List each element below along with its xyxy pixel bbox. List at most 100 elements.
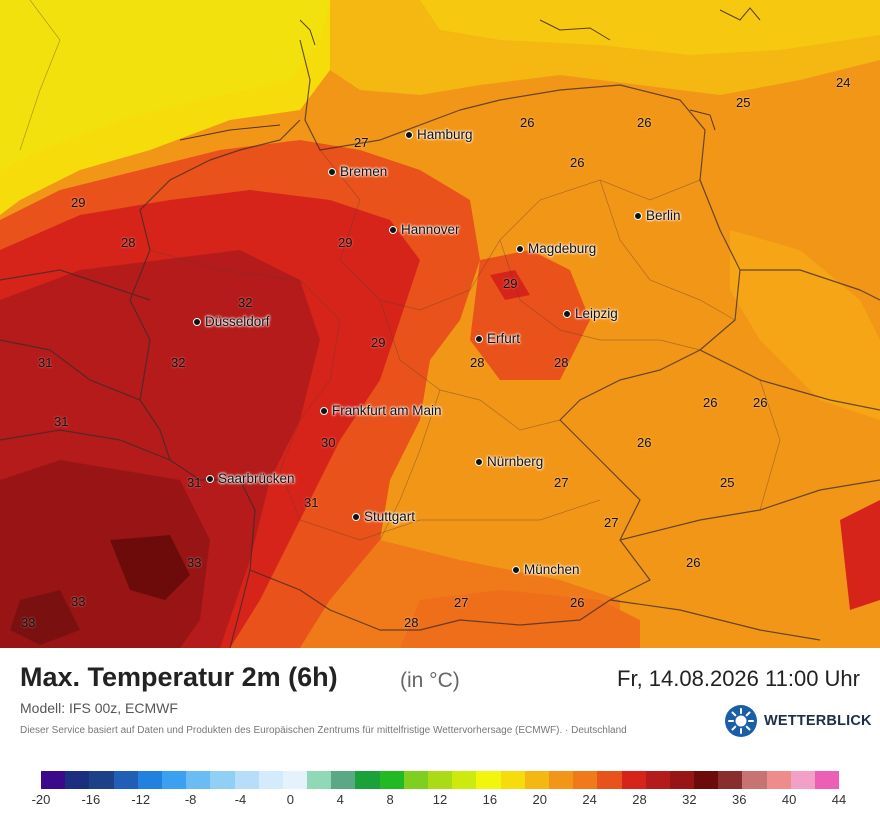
scale-ticks: -20 -16 -12 -8 -4 0 4 8 12 16 20 24 28 32 36 40 44 — [0, 792, 880, 810]
city-label: Saarbrücken — [218, 471, 295, 486]
temperature-label: 29 — [371, 335, 386, 350]
temperature-label: 26 — [570, 595, 585, 610]
scale-tick-label: 0 — [286, 792, 294, 807]
scale-tick-label: 4 — [336, 792, 344, 807]
scale-tick-label: 8 — [386, 792, 394, 807]
temperature-label: 33 — [187, 555, 202, 570]
scale-tick-label: 28 — [632, 792, 647, 807]
temperature-label: 26 — [703, 395, 718, 410]
scale-swatch — [815, 771, 840, 789]
scale-swatch — [282, 771, 308, 789]
temperature-label: 29 — [503, 276, 518, 291]
temperature-label: 28 — [554, 355, 569, 370]
temperature-label: 26 — [570, 155, 585, 170]
city-dot — [352, 512, 360, 521]
temperature-label: 31 — [38, 355, 53, 370]
temperature-label: 27 — [454, 595, 469, 610]
scale-swatch — [355, 771, 380, 789]
scale-tick-label: 32 — [682, 792, 697, 807]
scale-swatch — [645, 771, 670, 789]
city-marker: Nürnberg — [475, 454, 543, 469]
temperature-label: 24 — [836, 75, 851, 90]
scale-swatch — [548, 771, 574, 789]
city-label: Düsseldorf — [205, 314, 270, 329]
city-label: Berlin — [646, 208, 681, 223]
scale-tick-label: -4 — [234, 792, 247, 807]
city-label: Bremen — [340, 164, 388, 179]
scale-swatch — [669, 771, 695, 789]
city-dot — [634, 211, 642, 220]
city-dot — [475, 334, 483, 343]
map-title: Max. Temperatur 2m (6h) — [20, 662, 338, 692]
scale-tick-label: -12 — [131, 792, 151, 807]
scale-tick-label: -20 — [31, 792, 51, 807]
map-layer — [0, 0, 880, 648]
temperature-label: 27 — [604, 515, 619, 530]
scale-swatch — [186, 771, 211, 789]
city-label: München — [524, 562, 580, 577]
scale-tick-label: 36 — [732, 792, 747, 807]
temperature-label: 31 — [187, 475, 202, 490]
temperature-label: 25 — [736, 95, 751, 110]
scale-swatch — [766, 771, 791, 789]
city-dot — [320, 406, 328, 415]
color-scale — [41, 771, 840, 789]
temperature-label: 28 — [470, 355, 485, 370]
scale-swatch — [500, 771, 525, 789]
scale-swatch — [694, 771, 719, 789]
scale-swatch — [524, 771, 549, 789]
scale-swatch — [137, 771, 162, 789]
scale-tick-label: -16 — [81, 792, 101, 807]
city-label: Magdeburg — [528, 241, 597, 256]
city-dot — [405, 130, 413, 139]
temperature-label: 25 — [720, 475, 735, 490]
temperature-label: 27 — [354, 135, 369, 150]
wetterblick-logo[interactable]: WETTERBLICK — [724, 704, 872, 738]
scale-swatch — [742, 771, 767, 789]
city-dot — [193, 317, 201, 326]
brand-name: WETTERBLICK — [764, 713, 872, 729]
city-label: Hamburg — [417, 127, 473, 142]
scale-swatch — [234, 771, 259, 789]
temperature-label: 31 — [304, 495, 319, 510]
city-marker: Saarbrücken — [206, 471, 295, 486]
city-label: Hannover — [401, 222, 460, 237]
city-dot — [512, 565, 520, 574]
scale-swatch — [307, 771, 332, 789]
scale-swatch — [597, 771, 622, 789]
scale-swatch — [403, 771, 428, 789]
city-dot — [206, 474, 214, 483]
city-marker: Bremen — [328, 164, 387, 179]
scale-swatch — [621, 771, 646, 789]
scale-tick-label: 24 — [582, 792, 597, 807]
scale-tick-label: -8 — [184, 792, 197, 807]
scale-tick-label: 16 — [482, 792, 498, 807]
scale-tick-label: 12 — [432, 792, 448, 807]
city-marker: Stuttgart — [352, 509, 415, 524]
scale-swatch — [161, 771, 187, 789]
model-info: Modell: IFS 00z, ECMWF — [20, 700, 178, 716]
temperature-label: 29 — [338, 235, 353, 250]
scale-tick-label: 20 — [532, 792, 547, 807]
data-credit: Dieser Service basiert auf Daten und Pro… — [20, 725, 627, 736]
scale-swatch — [113, 771, 138, 789]
sun-icon — [725, 705, 757, 737]
scale-swatch — [718, 771, 743, 789]
city-marker: Leipzig — [563, 306, 618, 321]
temperature-label: 29 — [71, 195, 86, 210]
scale-swatch — [41, 771, 66, 789]
city-dot — [516, 244, 524, 253]
temperature-label: 28 — [121, 235, 136, 250]
city-dot — [389, 225, 397, 234]
city-marker: Erfurt — [475, 331, 520, 346]
city-label: Frankfurt am Main — [332, 403, 442, 418]
scale-swatch — [476, 771, 501, 789]
scale-swatch — [790, 771, 815, 789]
city-marker: Frankfurt am Main — [320, 403, 442, 418]
temperature-label: 33 — [21, 615, 36, 630]
unit-label: (in °C) — [400, 669, 460, 692]
scale-swatch — [258, 771, 283, 789]
temperature-label: 33 — [71, 594, 86, 609]
city-dot — [328, 167, 336, 176]
temperature-label: 32 — [238, 295, 253, 310]
